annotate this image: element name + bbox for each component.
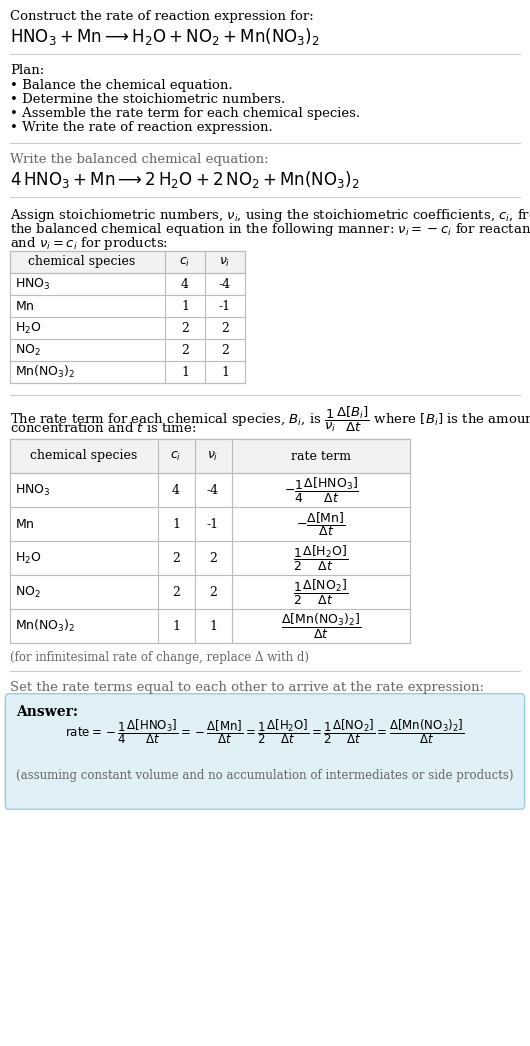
Text: $\mathrm{NO_2}$: $\mathrm{NO_2}$ bbox=[15, 585, 41, 599]
Text: $\mathrm{rate} = -\dfrac{1}{4}\dfrac{\Delta[\mathrm{HNO_3}]}{\Delta t} = -\dfrac: $\mathrm{rate} = -\dfrac{1}{4}\dfrac{\De… bbox=[65, 717, 465, 746]
Text: 4: 4 bbox=[181, 277, 189, 291]
Text: $-\dfrac{1}{4}\dfrac{\Delta[\mathrm{HNO_3}]}{\Delta t}$: $-\dfrac{1}{4}\dfrac{\Delta[\mathrm{HNO_… bbox=[284, 476, 358, 504]
Text: • Assemble the rate term for each chemical species.: • Assemble the rate term for each chemic… bbox=[10, 107, 360, 120]
Text: (assuming constant volume and no accumulation of intermediates or side products): (assuming constant volume and no accumul… bbox=[16, 769, 514, 782]
Text: $\mathrm{Mn(NO_3)_2}$: $\mathrm{Mn(NO_3)_2}$ bbox=[15, 364, 75, 380]
Text: 1: 1 bbox=[181, 299, 189, 313]
Text: and $\nu_i = c_i$ for products:: and $\nu_i = c_i$ for products: bbox=[10, 235, 168, 252]
Text: 2: 2 bbox=[172, 586, 180, 598]
Bar bbox=[10, 251, 245, 273]
Text: $\mathrm{Mn}$: $\mathrm{Mn}$ bbox=[15, 299, 34, 313]
Text: 1: 1 bbox=[172, 518, 180, 530]
Text: 2: 2 bbox=[181, 321, 189, 335]
Text: $\dfrac{1}{2}\dfrac{\Delta[\mathrm{H_2O}]}{\Delta t}$: $\dfrac{1}{2}\dfrac{\Delta[\mathrm{H_2O}… bbox=[294, 544, 349, 572]
Text: $\mathrm{HNO_3}$: $\mathrm{HNO_3}$ bbox=[15, 482, 50, 498]
Bar bbox=[10, 439, 410, 643]
Text: 4: 4 bbox=[172, 483, 180, 497]
Text: The rate term for each chemical species, $B_i$, is $\dfrac{1}{\nu_i}\dfrac{\Delt: The rate term for each chemical species,… bbox=[10, 405, 530, 434]
FancyBboxPatch shape bbox=[5, 693, 525, 810]
Text: -1: -1 bbox=[219, 299, 231, 313]
Text: 1: 1 bbox=[221, 365, 229, 379]
Text: 2: 2 bbox=[181, 343, 189, 357]
Text: $\mathrm{NO_2}$: $\mathrm{NO_2}$ bbox=[15, 342, 41, 358]
Text: $\dfrac{1}{2}\dfrac{\Delta[\mathrm{NO_2}]}{\Delta t}$: $\dfrac{1}{2}\dfrac{\Delta[\mathrm{NO_2}… bbox=[294, 577, 349, 607]
Text: $\nu_i$: $\nu_i$ bbox=[219, 255, 231, 269]
Text: Write the balanced chemical equation:: Write the balanced chemical equation: bbox=[10, 153, 269, 166]
Text: $\mathrm{H_2O}$: $\mathrm{H_2O}$ bbox=[15, 320, 41, 336]
Text: $\mathrm{H_2O}$: $\mathrm{H_2O}$ bbox=[15, 550, 41, 566]
Text: 1: 1 bbox=[181, 365, 189, 379]
Text: • Balance the chemical equation.: • Balance the chemical equation. bbox=[10, 79, 233, 92]
Text: chemical species: chemical species bbox=[29, 255, 136, 269]
Text: 1: 1 bbox=[172, 619, 180, 633]
Text: rate term: rate term bbox=[291, 450, 351, 462]
Text: $\mathrm{HNO_3}$: $\mathrm{HNO_3}$ bbox=[15, 276, 50, 292]
Text: the balanced chemical equation in the following manner: $\nu_i = -c_i$ for react: the balanced chemical equation in the fo… bbox=[10, 221, 530, 238]
Text: $\dfrac{\Delta[\mathrm{Mn(NO_3)_2}]}{\Delta t}$: $\dfrac{\Delta[\mathrm{Mn(NO_3)_2}]}{\De… bbox=[281, 612, 361, 640]
Text: 2: 2 bbox=[209, 551, 217, 565]
Text: $\mathrm{Mn(NO_3)_2}$: $\mathrm{Mn(NO_3)_2}$ bbox=[15, 618, 75, 634]
Text: Answer:: Answer: bbox=[16, 705, 78, 719]
Text: $-\dfrac{\Delta[\mathrm{Mn}]}{\Delta t}$: $-\dfrac{\Delta[\mathrm{Mn}]}{\Delta t}$ bbox=[296, 510, 346, 538]
Text: $4\,\mathrm{HNO_3 + Mn} \longrightarrow 2\,\mathrm{H_2O + 2\,NO_2 + Mn(NO_3)_2}$: $4\,\mathrm{HNO_3 + Mn} \longrightarrow … bbox=[10, 169, 359, 190]
Text: • Determine the stoichiometric numbers.: • Determine the stoichiometric numbers. bbox=[10, 93, 285, 106]
Text: $c_i$: $c_i$ bbox=[170, 450, 182, 462]
Text: 2: 2 bbox=[209, 586, 217, 598]
Bar bbox=[10, 251, 245, 383]
Text: $c_i$: $c_i$ bbox=[179, 255, 191, 269]
Text: -4: -4 bbox=[207, 483, 219, 497]
Text: $\mathrm{Mn}$: $\mathrm{Mn}$ bbox=[15, 518, 34, 530]
Text: 2: 2 bbox=[221, 343, 229, 357]
Text: concentration and $t$ is time:: concentration and $t$ is time: bbox=[10, 420, 197, 435]
Text: Assign stoichiometric numbers, $\nu_i$, using the stoichiometric coefficients, $: Assign stoichiometric numbers, $\nu_i$, … bbox=[10, 207, 530, 224]
Text: -1: -1 bbox=[207, 518, 219, 530]
Text: $\nu_i$: $\nu_i$ bbox=[207, 450, 219, 462]
Text: -4: -4 bbox=[219, 277, 231, 291]
Text: • Write the rate of reaction expression.: • Write the rate of reaction expression. bbox=[10, 121, 273, 134]
Text: 1: 1 bbox=[209, 619, 217, 633]
Text: chemical species: chemical species bbox=[30, 450, 138, 462]
Text: $\mathrm{HNO_3 + Mn} \longrightarrow \mathrm{H_2O + NO_2 + Mn(NO_3)_2}$: $\mathrm{HNO_3 + Mn} \longrightarrow \ma… bbox=[10, 26, 320, 47]
Text: (for infinitesimal rate of change, replace Δ with d): (for infinitesimal rate of change, repla… bbox=[10, 651, 309, 664]
Text: Plan:: Plan: bbox=[10, 64, 44, 77]
Text: 2: 2 bbox=[221, 321, 229, 335]
Text: Construct the rate of reaction expression for:: Construct the rate of reaction expressio… bbox=[10, 10, 314, 23]
Text: Set the rate terms equal to each other to arrive at the rate expression:: Set the rate terms equal to each other t… bbox=[10, 681, 484, 693]
Text: 2: 2 bbox=[172, 551, 180, 565]
Bar bbox=[10, 439, 410, 473]
